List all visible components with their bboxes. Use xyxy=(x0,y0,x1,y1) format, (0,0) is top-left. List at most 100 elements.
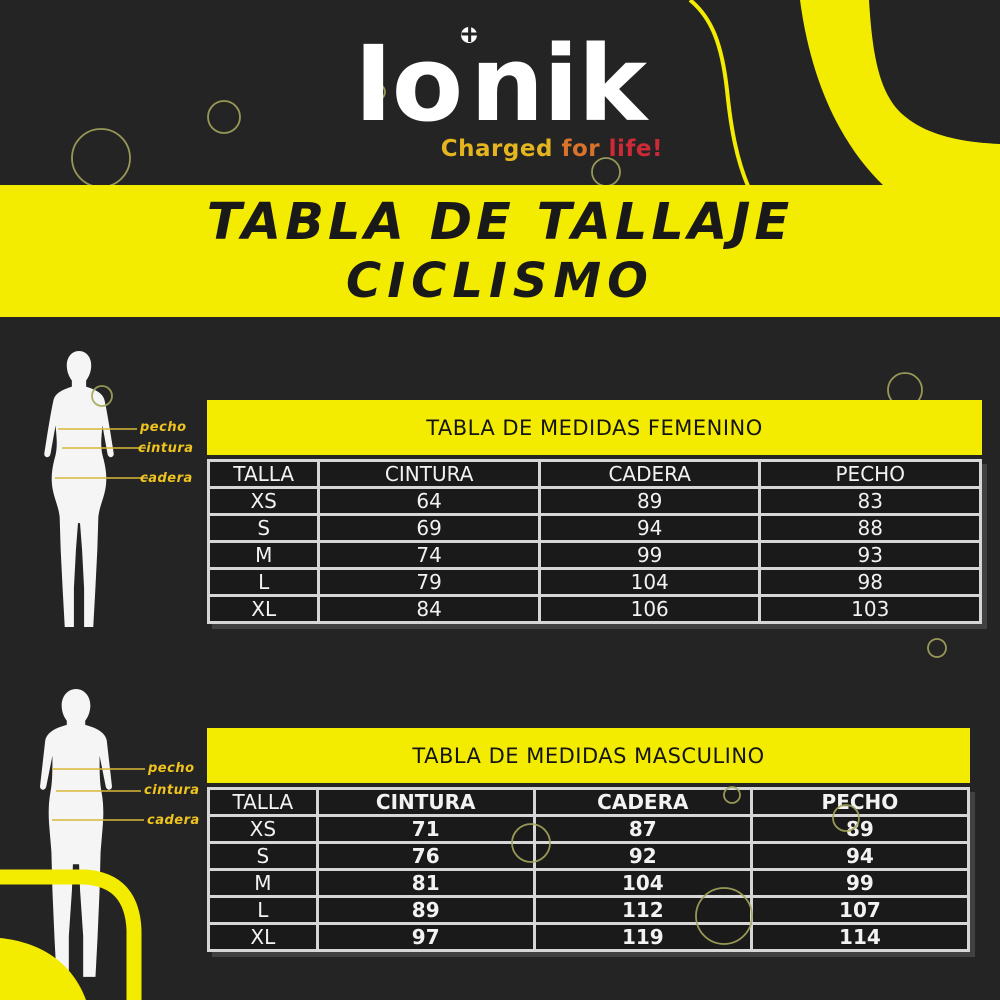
male-table-title: TABLA DE MEDIDAS MASCULINO xyxy=(207,728,970,783)
table-row: M 74 99 93 xyxy=(206,540,982,570)
table-cell: 94 xyxy=(537,513,762,543)
female-size-table: TABLA DE MEDIDAS FEMENINO TALLA CINTURA CA… xyxy=(206,400,982,624)
table-cell: 103 xyxy=(758,594,982,624)
table-cell: 104 xyxy=(532,868,753,898)
page-title-line2: CICLISMO xyxy=(346,252,654,309)
plus-glyph: + xyxy=(458,19,481,49)
table-row: S 69 94 88 xyxy=(206,513,982,543)
table-cell: M xyxy=(207,868,319,898)
male-body-shape xyxy=(40,689,112,977)
table-cell: 99 xyxy=(537,540,762,570)
plus-badge-icon: + xyxy=(456,19,483,49)
logo-letter-o: o xyxy=(391,23,463,145)
table-row: L 79 104 98 xyxy=(206,567,982,597)
table-cell: XS xyxy=(207,814,319,844)
header-cell: CINTURA xyxy=(317,459,541,489)
label-cadera-masculino: cadera xyxy=(147,813,200,828)
table-cell: 104 xyxy=(537,567,762,597)
decor-circle xyxy=(91,385,113,407)
female-measurements-table: TALLA CINTURA CADERA PECHO XS 64 89 83 S 69 94 88 M… xyxy=(206,459,982,624)
table-cell: 114 xyxy=(749,922,971,952)
table-cell: M xyxy=(206,540,321,570)
decor-circle xyxy=(207,100,241,134)
table-cell: 79 xyxy=(317,567,541,597)
header-cell: TALLA xyxy=(207,787,319,817)
page-title-line1: TABLA DE TALLAJE xyxy=(206,193,794,253)
yellow-stripe-bottom-left xyxy=(0,869,142,1000)
table-cell: 87 xyxy=(532,814,753,844)
table-cell: 94 xyxy=(749,841,971,871)
male-table-body: XS 71 87 89 S 76 92 94 M 81 104 99 L 89 112 107 XL 97 119 1… xyxy=(207,814,971,952)
table-cell: 89 xyxy=(749,814,971,844)
table-cell: XL xyxy=(206,594,321,624)
table-cell: 84 xyxy=(317,594,541,624)
table-row: XS 71 87 89 xyxy=(207,814,971,844)
female-table-body: XS 64 89 83 S 69 94 88 M 74 99 93 L 79 104 98 XL 84 106 103 xyxy=(206,486,982,624)
table-row: XL 84 106 103 xyxy=(206,594,982,624)
decor-circle xyxy=(368,83,386,101)
table-row: XS 64 89 83 xyxy=(206,486,982,516)
header-cell: PECHO xyxy=(749,787,971,817)
yellow-swoosh xyxy=(800,0,1000,186)
table-cell: 69 xyxy=(317,513,541,543)
yellow-curve-line xyxy=(688,0,750,187)
brand-logo: Io + nik xyxy=(0,21,1000,139)
title-band: TABLA DE TALLAJE CICLISMO xyxy=(0,185,1000,317)
male-silhouette xyxy=(40,689,112,977)
male-size-table: TABLA DE MEDIDAS MASCULINO TALLA CINTURA C… xyxy=(207,728,971,952)
table-cell: 119 xyxy=(532,922,753,952)
table-cell: XL xyxy=(207,922,319,952)
header-cell: PECHO xyxy=(758,459,982,489)
table-row: S 76 92 94 xyxy=(207,841,971,871)
female-table-title: TABLA DE MEDIDAS FEMENINO xyxy=(207,400,982,455)
label-cintura-femenino: cintura xyxy=(138,441,194,456)
label-pecho-femenino: pecho xyxy=(140,420,187,435)
table-cell: 92 xyxy=(532,841,753,871)
male-header-row: TALLA CINTURA CADERA PECHO xyxy=(207,787,971,817)
tagline-word-charged: Charged xyxy=(440,136,553,162)
header-cell: CADERA xyxy=(537,459,762,489)
table-cell: 107 xyxy=(749,895,971,925)
tagline-word-life: life! xyxy=(608,136,663,162)
tagline-word-for: for xyxy=(561,136,601,162)
table-cell: 93 xyxy=(758,540,982,570)
table-row: XL 97 119 114 xyxy=(207,922,971,952)
table-cell: 83 xyxy=(758,486,982,516)
table-cell: 88 xyxy=(758,513,982,543)
table-cell: 64 xyxy=(317,486,541,516)
table-cell: 89 xyxy=(315,895,536,925)
male-measurements-table: TALLA CINTURA CADERA PECHO XS 71 87 89 S 76 92 94 M… xyxy=(207,787,971,952)
female-header-row: TALLA CINTURA CADERA PECHO xyxy=(206,459,982,489)
header-cell: TALLA xyxy=(206,459,321,489)
label-cadera-femenino: cadera xyxy=(140,471,193,486)
female-body-shape xyxy=(44,351,114,627)
table-cell: 99 xyxy=(749,868,971,898)
table-cell: 98 xyxy=(758,567,982,597)
table-cell: 81 xyxy=(315,868,536,898)
label-pecho-masculino: pecho xyxy=(148,761,195,776)
table-cell: 112 xyxy=(532,895,753,925)
female-silhouette xyxy=(44,351,114,627)
table-cell: XS xyxy=(206,486,321,516)
decor-circle xyxy=(591,157,621,187)
table-cell: S xyxy=(206,513,321,543)
table-cell: 74 xyxy=(317,540,541,570)
logo-letters-nik: nik xyxy=(470,23,647,145)
table-row: M 81 104 99 xyxy=(207,868,971,898)
table-row: L 89 112 107 xyxy=(207,895,971,925)
header-cell: CADERA xyxy=(532,787,753,817)
table-cell: 71 xyxy=(315,814,536,844)
brand-tagline: Charged for life! xyxy=(0,136,663,162)
header-cell: CINTURA xyxy=(315,787,536,817)
table-cell: 97 xyxy=(315,922,536,952)
table-cell: S xyxy=(207,841,319,871)
table-cell: 76 xyxy=(315,841,536,871)
yellow-corner-blob xyxy=(0,938,86,1000)
logo-letter-o-wrap: o + xyxy=(392,21,483,139)
logo-letter-i: I xyxy=(353,23,393,145)
table-cell: L xyxy=(206,567,321,597)
table-cell: L xyxy=(207,895,319,925)
table-cell: 89 xyxy=(537,486,762,516)
